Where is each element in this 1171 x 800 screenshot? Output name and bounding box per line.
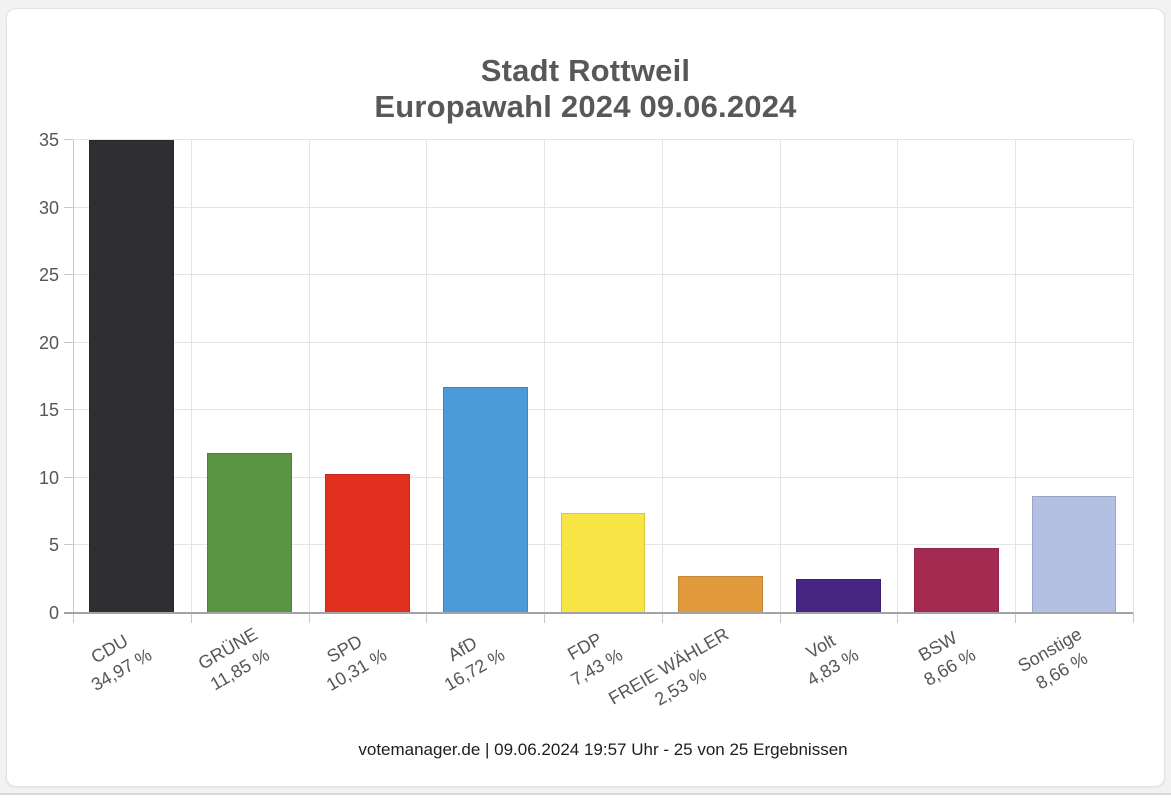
bar-column-bsw [897, 140, 1015, 613]
v-gridline [897, 140, 899, 613]
x-tick-label-freie-wahler: FREIE WÄHLER 2,53 % [604, 622, 745, 731]
x-tick-mark [190, 613, 192, 623]
bar-column-afd [426, 140, 544, 613]
y-tick-label: 0 [48, 603, 59, 623]
next-section-edge [0, 793, 1171, 800]
x-tick-mark [897, 613, 899, 623]
y-tick-label: 5 [48, 535, 59, 556]
bar-column-cdu [73, 140, 191, 613]
v-gridline [1015, 140, 1017, 613]
v-gridline [661, 140, 663, 613]
x-tick-label-sonstige: Sonstige 8,66 % [1013, 622, 1098, 699]
bar-column-grune [191, 140, 309, 613]
bar-column-spd [309, 140, 427, 613]
v-gridline [426, 140, 428, 613]
y-tick-mark [64, 341, 73, 343]
y-gridline [73, 476, 1133, 478]
bar-volt [796, 578, 881, 613]
y-tick-mark [64, 476, 73, 478]
bar-column-fdp [544, 140, 662, 613]
bar-column-freie-wahler [662, 140, 780, 613]
v-gridline [544, 140, 546, 613]
bar-fdp [560, 512, 646, 613]
bar-sonstige [1031, 495, 1117, 613]
y-tick-label: 10 [38, 467, 59, 488]
x-axis-line [64, 612, 1133, 614]
bar-bsw [913, 547, 999, 613]
election-result-card: Stadt Rottweil Europawahl 2024 09.06.202… [6, 8, 1165, 787]
y-tick-label: 35 [38, 130, 59, 150]
x-tick-mark [426, 613, 428, 623]
x-tick-mark [73, 613, 74, 623]
bar-cdu [89, 140, 175, 613]
v-gridline [1133, 140, 1134, 613]
x-tick-mark [661, 613, 663, 623]
y-gridline [73, 206, 1133, 208]
x-tick-label-bsw: BSW 8,66 % [908, 622, 981, 692]
y-tick-mark [64, 409, 73, 411]
y-tick-mark [64, 206, 73, 208]
bar-column-sonstige [1015, 140, 1133, 613]
x-tick-mark [544, 613, 546, 623]
x-tick-mark [779, 613, 781, 623]
plot-area: 0 5 10 15 20 25 30 35 CDU 34,97 % GRÜNE 11,85 % SPD 1… [39, 130, 1134, 710]
y-tick-label: 15 [38, 400, 59, 421]
x-tick-mark [1133, 613, 1134, 623]
x-tick-label-cdu: CDU 34,97 % [75, 622, 156, 697]
y-gridline [73, 409, 1133, 411]
y-gridline [73, 274, 1133, 276]
bar-freie-wahler [678, 576, 764, 613]
chart-title-line1: Stadt Rottweil [480, 53, 691, 88]
y-tick-label: 30 [38, 197, 59, 218]
chart-title-line2: Europawahl 2024 09.06.2024 [374, 89, 797, 124]
y-tick-label: 25 [38, 265, 59, 286]
y-tick-mark [64, 139, 73, 140]
x-tick-label-volt: Volt 4,83 % [790, 622, 863, 692]
v-gridline [779, 140, 781, 613]
bar-afd [442, 387, 528, 613]
x-tick-label-afd: AfD 16,72 % [428, 622, 509, 697]
chart-title: Stadt Rottweil Europawahl 2024 09.06.202… [7, 53, 1164, 125]
x-tick-label-grune: GRÜNE 11,85 % [193, 622, 273, 696]
y-gridline [73, 341, 1133, 343]
bar-column-volt [780, 140, 898, 613]
x-tick-mark [308, 613, 310, 623]
v-gridline [73, 140, 74, 613]
bar-grune [207, 452, 293, 613]
y-tick-mark [64, 544, 73, 546]
y-tick-label: 20 [38, 332, 59, 353]
y-tick-mark [64, 274, 73, 276]
x-tick-label-spd: SPD 10,31 % [310, 622, 391, 697]
chart-footer: votemanager.de | 09.06.2024 19:57 Uhr - … [358, 740, 848, 759]
y-gridline [73, 139, 1133, 140]
x-tick-mark [1015, 613, 1017, 623]
bar-spd [325, 473, 410, 613]
v-gridline [308, 140, 310, 613]
v-gridline [190, 140, 192, 613]
